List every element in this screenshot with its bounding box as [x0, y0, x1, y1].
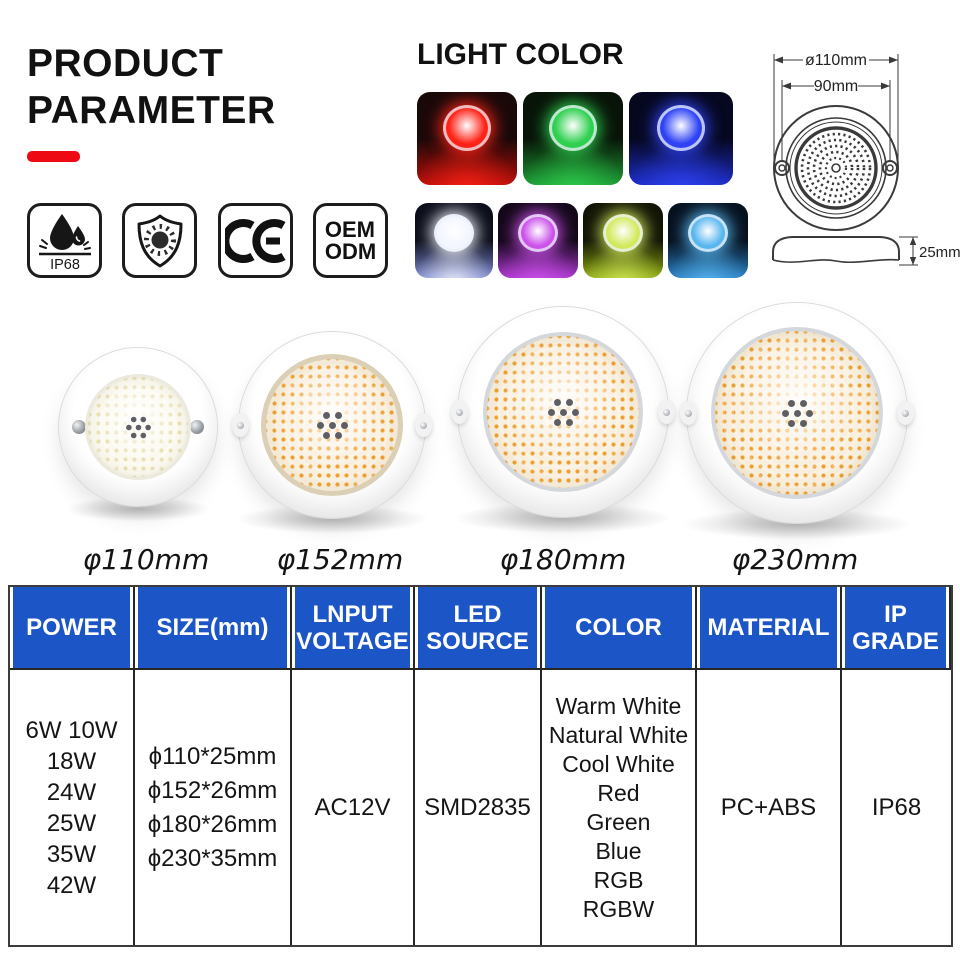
cell-input-voltage-value: AC12V [292, 670, 415, 945]
diameter-label-110: φ110mm [82, 543, 210, 576]
diameter-label-180: φ180mm [499, 543, 627, 576]
header-label: IP GRADE [845, 587, 946, 668]
page-title-line1: PRODUCT [27, 42, 224, 85]
mounting-ear [451, 400, 468, 424]
oem-odm-badge: OEM ODM [313, 203, 388, 278]
header-label: POWER [13, 587, 130, 668]
header-cell-power: POWER [10, 587, 135, 670]
light-color-heading: LIGHT COLOR [417, 38, 624, 71]
mounting-ear [415, 413, 432, 437]
mounting-hole [190, 420, 204, 434]
pool-light-photo [549, 105, 597, 151]
cell-led-source-value: SMD2835 [415, 670, 542, 945]
header-cell-led-source: LED SOURCE [415, 587, 542, 670]
center-led-cluster [560, 409, 567, 416]
spec-table: POWER SIZE(mm) LNPUT VOLTAGE LED SOURCE CO… [8, 585, 953, 947]
dim-height-label: 25mm [919, 244, 960, 261]
light-glow-floor [417, 145, 517, 185]
diameter-label-152: φ152mm [276, 543, 404, 576]
light-color-tile-green [523, 92, 623, 185]
center-led-cluster [794, 410, 801, 417]
ce-mark-badge [218, 203, 293, 278]
light-glow-floor [629, 145, 733, 185]
light-color-tile-ice-blue [668, 203, 748, 278]
pool-light-photo [657, 105, 705, 151]
header-cell-ip-grade: IP GRADE [842, 587, 951, 670]
page-title-line2: PARAMETER [27, 89, 276, 132]
light-color-row-1 [417, 92, 733, 185]
page-title: PRODUCT PARAMETER [27, 40, 276, 134]
title-accent-bar [27, 151, 80, 162]
led-face [261, 354, 403, 496]
product-photo-230mm [680, 303, 914, 523]
header-label: COLOR [545, 587, 692, 668]
center-led-cluster [329, 422, 336, 429]
header-label: SIZE(mm) [138, 587, 287, 668]
ip68-badge-label: IP68 [50, 257, 80, 273]
dimension-drawing: ø110mm 90mm 25mm [772, 50, 960, 266]
odm-label: ODM [324, 238, 377, 264]
header-cell-material: MATERIAL [697, 587, 842, 670]
header-cell-color: COLOR [542, 587, 697, 670]
product-photo-152mm [232, 332, 432, 518]
light-glow-floor [523, 145, 623, 185]
lamp-side-view [772, 236, 918, 266]
diameter-label-230: φ230mm [731, 543, 859, 576]
sun-protection-badge [122, 203, 197, 278]
header-label: MATERIAL [700, 587, 837, 668]
led-face [711, 327, 883, 499]
product-photo-180mm [451, 307, 675, 517]
light-color-tile-yellow-green [583, 203, 663, 278]
pool-light-photo [688, 214, 728, 252]
water-drop-icon: IP68 [38, 213, 91, 273]
header-cell-input-voltage: LNPUT VOLTAGE [292, 587, 415, 670]
product-photo-110mm [59, 348, 217, 506]
light-color-tile-cool-white [415, 203, 493, 278]
light-color-row-2 [415, 203, 748, 278]
cell-color-values: Warm White Natural White Cool White Red Gree… [542, 670, 697, 945]
dim-inner-label: 90mm [814, 78, 858, 95]
led-face [483, 332, 643, 492]
cell-size-values: ϕ110*25mm ϕ152*26mm ϕ180*26mm ϕ230*35mm [135, 670, 292, 945]
cell-power-values: 6W 10W 18W 24W 25W 35W 42W [10, 670, 135, 945]
pool-light-photo [443, 105, 491, 151]
mounting-ear [680, 401, 697, 425]
light-color-tile-red [417, 92, 517, 185]
mounting-hole [72, 420, 86, 434]
cell-material-value: PC+ABS [697, 670, 842, 945]
led-face [85, 374, 191, 480]
oem-label: OEM [324, 216, 375, 242]
lamp-top-view [773, 105, 899, 231]
mounting-ear [897, 401, 914, 425]
mounting-ear [658, 400, 675, 424]
pool-light-photo [603, 214, 643, 252]
pool-light-photo [518, 214, 558, 252]
cell-ip-grade-value: IP68 [871, 793, 922, 821]
ip68-waterproof-badge: IP68 [27, 203, 102, 278]
center-led-cluster [135, 424, 142, 431]
dim-outer-label: ø110mm [805, 52, 867, 69]
mounting-ear [232, 413, 249, 437]
light-color-tile-blue [629, 92, 733, 185]
header-label: LED SOURCE [418, 587, 537, 668]
ce-mark-icon [224, 218, 286, 263]
light-color-tile-purple [498, 203, 578, 278]
pool-light-photo [434, 214, 474, 252]
header-label: LNPUT VOLTAGE [295, 587, 410, 668]
header-cell-size: SIZE(mm) [135, 587, 292, 670]
shield-sun-icon [137, 214, 182, 267]
